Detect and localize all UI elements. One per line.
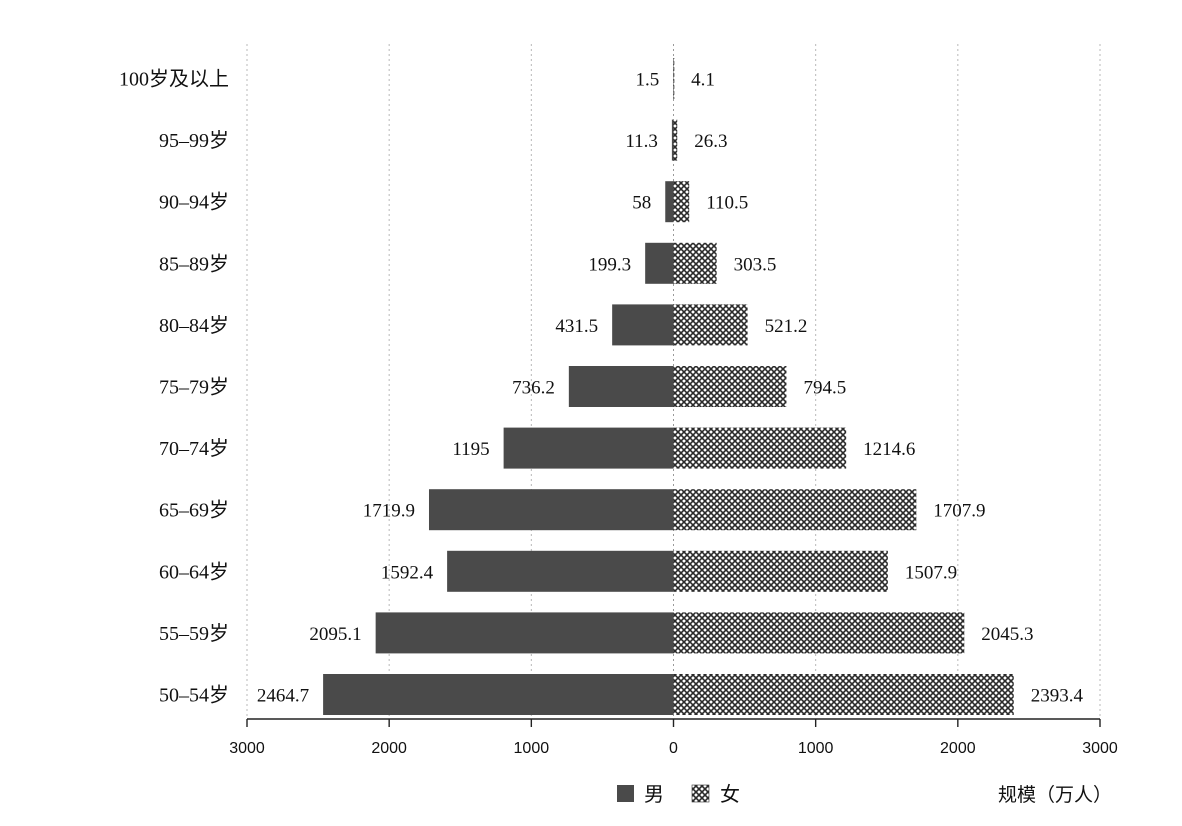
data-label-female: 110.5	[706, 193, 748, 214]
axis-layer: 3000 2000 1000 0 1000 2000 3000	[229, 718, 1118, 757]
bar-male	[428, 489, 674, 531]
x-tick-label: 1000	[798, 740, 834, 757]
bar-female	[673, 489, 917, 531]
data-label-male: 58	[632, 193, 651, 214]
category-label: 95–99岁	[159, 129, 229, 152]
bar-female	[673, 119, 678, 161]
bar-male	[323, 674, 674, 715]
data-label-female: 2045.3	[981, 624, 1033, 645]
data-label-female: 1707.9	[933, 501, 985, 522]
x-tick-label: 2000	[371, 740, 407, 757]
data-label-male: 11.3	[625, 131, 658, 152]
bar-female	[673, 612, 965, 654]
legend-swatch-male	[617, 785, 634, 802]
x-tick-label: 3000	[229, 740, 265, 757]
data-label-female: 26.3	[694, 131, 727, 152]
legend: 男 女	[617, 783, 740, 806]
data-label-male: 1592.4	[381, 562, 434, 583]
bar-male	[447, 550, 674, 592]
x-axis-unit-label: 规模（万人）	[998, 784, 1112, 806]
data-label-female: 1214.6	[863, 439, 915, 460]
bar-male	[671, 119, 674, 161]
bar-female	[673, 58, 675, 99]
data-label-female: 794.5	[803, 378, 846, 399]
data-label-male: 2464.7	[257, 686, 309, 707]
category-label: 50–54岁	[159, 684, 229, 707]
bar-female	[673, 674, 1014, 715]
bar-female	[673, 181, 690, 223]
x-tick-label: 3000	[1082, 740, 1118, 757]
category-label: 85–89岁	[159, 252, 229, 275]
data-label-male: 2095.1	[309, 624, 361, 645]
category-label: 75–79岁	[159, 376, 229, 399]
x-tick-label: 1000	[514, 740, 550, 757]
category-label: 65–69岁	[159, 499, 229, 522]
legend-label-male: 男	[644, 784, 664, 806]
category-label: 80–84岁	[159, 314, 229, 337]
category-label: 70–74岁	[159, 437, 229, 460]
bar-male	[503, 427, 674, 469]
x-tick-label: 2000	[940, 740, 976, 757]
category-label: 100岁及以上	[119, 68, 229, 91]
bars-layer	[323, 58, 1014, 715]
bar-male	[645, 242, 674, 284]
data-label-female: 521.2	[765, 316, 808, 337]
data-label-male: 1719.9	[363, 501, 415, 522]
category-label: 90–94岁	[159, 191, 229, 214]
bar-female	[673, 366, 787, 407]
bar-male	[612, 304, 674, 346]
legend-label-female: 女	[720, 783, 740, 806]
data-label-female: 303.5	[734, 254, 777, 275]
bar-female	[673, 550, 888, 592]
bar-female	[673, 427, 847, 469]
data-label-male: 736.2	[512, 378, 555, 399]
data-label-female: 2393.4	[1031, 686, 1084, 707]
data-label-female: 4.1	[691, 70, 715, 91]
data-label-male: 1.5	[636, 70, 660, 91]
labels-layer: 100岁及以上 1.5 4.1 95–99岁 11.3 26.3 90–94岁 58 110.5…	[119, 68, 1084, 707]
data-label-male: 199.3	[588, 254, 631, 275]
bar-female	[673, 242, 717, 284]
category-label: 60–64岁	[159, 560, 229, 583]
data-label-male: 1195	[452, 439, 489, 460]
bar-male	[375, 612, 674, 654]
data-label-female: 1507.9	[905, 562, 957, 583]
bar-male	[568, 366, 674, 407]
data-label-male: 431.5	[555, 316, 598, 337]
legend-swatch-female	[691, 784, 710, 803]
bar-male	[665, 181, 674, 223]
bar-female	[673, 304, 748, 346]
category-label: 55–59岁	[159, 622, 229, 645]
x-tick-label: 0	[669, 740, 678, 757]
